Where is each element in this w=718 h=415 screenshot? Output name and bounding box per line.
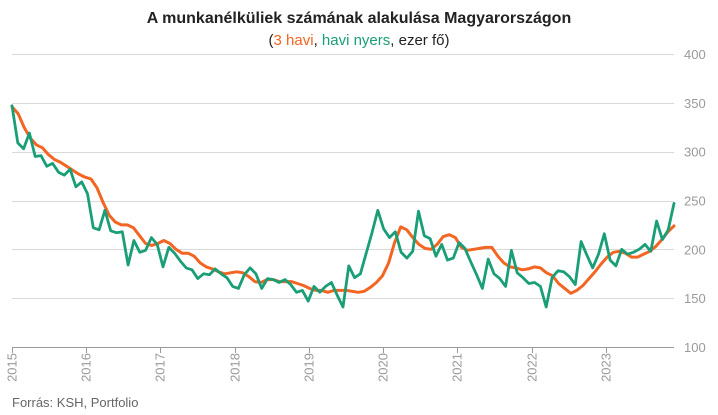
subtitle-rest: , ezer fő) [390, 32, 449, 49]
y-tick-label: 400 [684, 47, 706, 62]
y-tick-label: 200 [684, 242, 706, 257]
x-tick-label: 2020 [376, 353, 391, 382]
x-tick-label: 2022 [525, 353, 540, 382]
chart-subtitle: (3 havi, havi nyers, ezer fő) [269, 32, 450, 49]
x-tick-label: 2015 [5, 353, 20, 382]
chart-title: A munkanélküliek számának alakulása Magy… [147, 10, 571, 27]
series-line-havi-nyers [10, 104, 676, 309]
y-tick-label: 100 [684, 340, 706, 355]
x-tick-label: 2023 [599, 353, 614, 382]
x-tick-label: 2016 [79, 353, 94, 382]
y-tick-label: 150 [684, 291, 706, 306]
subtitle-legend-havi-nyers: havi nyers [322, 32, 390, 49]
y-axis: 100 150 200 250 300 350 400 [684, 47, 706, 355]
x-tick-label: 2019 [302, 353, 317, 382]
x-tick-label: 2021 [450, 353, 465, 382]
y-tick-label: 300 [684, 145, 706, 160]
series-line-3-havi [10, 105, 676, 295]
subtitle-sep: , [314, 32, 322, 49]
y-tick-label: 350 [684, 96, 706, 111]
y-tick-label: 250 [684, 194, 706, 209]
x-tick-label: 2018 [228, 353, 243, 382]
subtitle-legend-3-havi: 3 havi [274, 32, 314, 49]
source-note: Forrás: KSH, Portfolio [12, 395, 138, 410]
x-axis: 2015 2016 2017 2018 2019 2020 2021 2022 2023 [5, 347, 674, 382]
grid-lines [12, 54, 674, 299]
x-tick-label: 2017 [153, 353, 168, 382]
subtitle-open: ( [269, 32, 274, 49]
series-lines [10, 104, 676, 309]
